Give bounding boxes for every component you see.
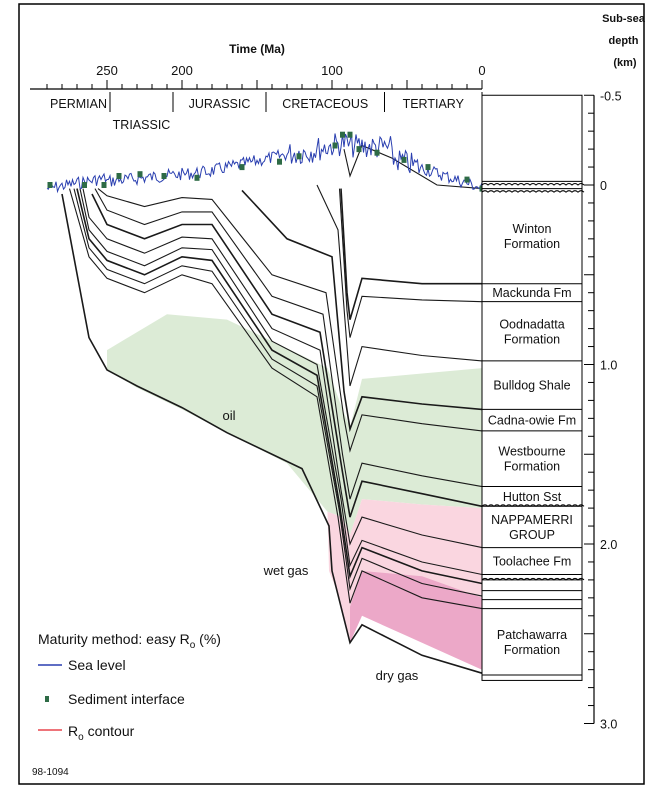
horizon-line — [94, 188, 483, 500]
horizon-line — [61, 193, 483, 674]
wet-gas-window — [327, 499, 482, 643]
sediment-interface-marker — [356, 146, 362, 153]
horizon-line — [340, 188, 482, 320]
formation-label: Hutton Sst — [503, 490, 562, 504]
y-axis-title-line2: depth — [608, 35, 638, 47]
dry-gas-window — [350, 570, 482, 670]
sediment-interface-marker — [194, 174, 200, 181]
horizon-lines — [61, 144, 483, 674]
sediment-interface-marker — [277, 158, 282, 165]
legend-title: Maturity method: easy Ro (%) — [38, 631, 221, 651]
unconformity-line — [481, 190, 585, 193]
formation-label: Winton Formation — [504, 222, 560, 251]
unconformity-line — [481, 504, 585, 508]
zone-label-wet-gas: wet gas — [263, 563, 309, 578]
y-tick-label: 2.0 — [600, 538, 617, 552]
horizon-line — [91, 193, 483, 518]
horizon-line — [73, 188, 483, 597]
legend-label-sediment-interface: Sediment interface — [68, 691, 185, 707]
horizon-line — [338, 188, 483, 338]
horizon-line — [79, 188, 483, 576]
legend-label-ro-contour: Ro contour — [68, 723, 135, 743]
formation-column: Winton Formation Mackunda Fm Oodnadatta Form… — [481, 94, 585, 681]
period-label: CRETACEOUS — [282, 97, 368, 111]
horizon-line — [316, 184, 483, 387]
sediment-interface-marker — [401, 156, 407, 163]
zone-label-dry-gas: dry gas — [376, 668, 419, 683]
sediment-interface-marker — [340, 131, 345, 138]
y-tick-label: 1.0 — [600, 359, 617, 373]
horizon-line — [76, 188, 483, 585]
period-label: TRIASSIC — [113, 118, 171, 132]
x-tick-label: 200 — [171, 63, 193, 78]
x-tick-label: 250 — [96, 63, 118, 78]
sediment-interface-marker — [101, 182, 107, 188]
y-axis-title: Sub-sea depth (km) — [602, 13, 648, 69]
legend-label-sea-level: Sea level — [68, 657, 126, 673]
y-tick-label: 3.0 — [600, 718, 617, 732]
formation-label: Toolachee Fm — [493, 555, 572, 569]
zone-label-oil: oil — [222, 408, 235, 423]
sediment-interface-marker — [347, 131, 353, 138]
horizon-line — [82, 188, 483, 549]
legend-swatch-sediment-interface — [45, 696, 49, 702]
period-label: TERTIARY — [403, 97, 465, 111]
sediment-interface-marker — [332, 142, 338, 149]
formation-label: NAPPAMERRI GROUP — [491, 513, 573, 542]
x-tick-label: 100 — [321, 63, 343, 78]
sediment-interface-marker — [425, 164, 431, 171]
horizon-line — [241, 189, 483, 433]
formation-label: Bulldog Shale — [493, 379, 570, 393]
formation-column-box — [481, 94, 583, 681]
sediment-interface-marker — [137, 171, 143, 178]
unconformity-line — [481, 183, 585, 186]
y-axis-title-line1: Sub-sea — [602, 13, 646, 25]
sediment-interface-marker — [47, 182, 53, 188]
period-label: JURASSIC — [189, 97, 251, 111]
formation-label: Cadna-owie Fm — [488, 414, 576, 428]
legend: Maturity method: easy Ro (%) Sea level S… — [38, 631, 221, 743]
horizon-line — [68, 188, 483, 610]
axes: -0.5 0 1.0 2.0 3.0 250 200 100 0 PERMIAN TRIASSIC J… — [30, 63, 622, 732]
y-axis-title-line3: (km) — [613, 57, 637, 69]
sediment-interface-marker — [239, 164, 245, 171]
y-tick-label: -0.5 — [600, 89, 622, 103]
sediment-interface-marker — [296, 153, 302, 160]
sediment-interface-marker — [464, 176, 470, 183]
figure-id: 98-1094 — [32, 767, 69, 778]
formation-label: Mackunda Fm — [492, 286, 571, 300]
oil-window — [107, 314, 482, 535]
sea-level-line — [46, 133, 483, 194]
unconformity-line — [481, 577, 585, 581]
sediment-interface-marker — [161, 173, 167, 179]
x-axis-title: Time (Ma) — [229, 42, 285, 56]
x-tick-label: 0 — [478, 63, 485, 78]
period-label: PERMIAN — [50, 97, 107, 111]
maturity-zones — [107, 314, 482, 670]
formation-label: Westbourne Formation — [498, 445, 565, 474]
y-tick-label: 0 — [600, 179, 607, 193]
formation-label: Patchawarra Formation — [497, 628, 567, 657]
sediment-interface-marker — [82, 182, 87, 188]
horizon-line — [97, 188, 483, 453]
sediment-interface-marker — [116, 173, 122, 179]
sediment-interface-marker — [374, 149, 380, 156]
formation-label: Oodnadatta Formation — [499, 317, 564, 346]
